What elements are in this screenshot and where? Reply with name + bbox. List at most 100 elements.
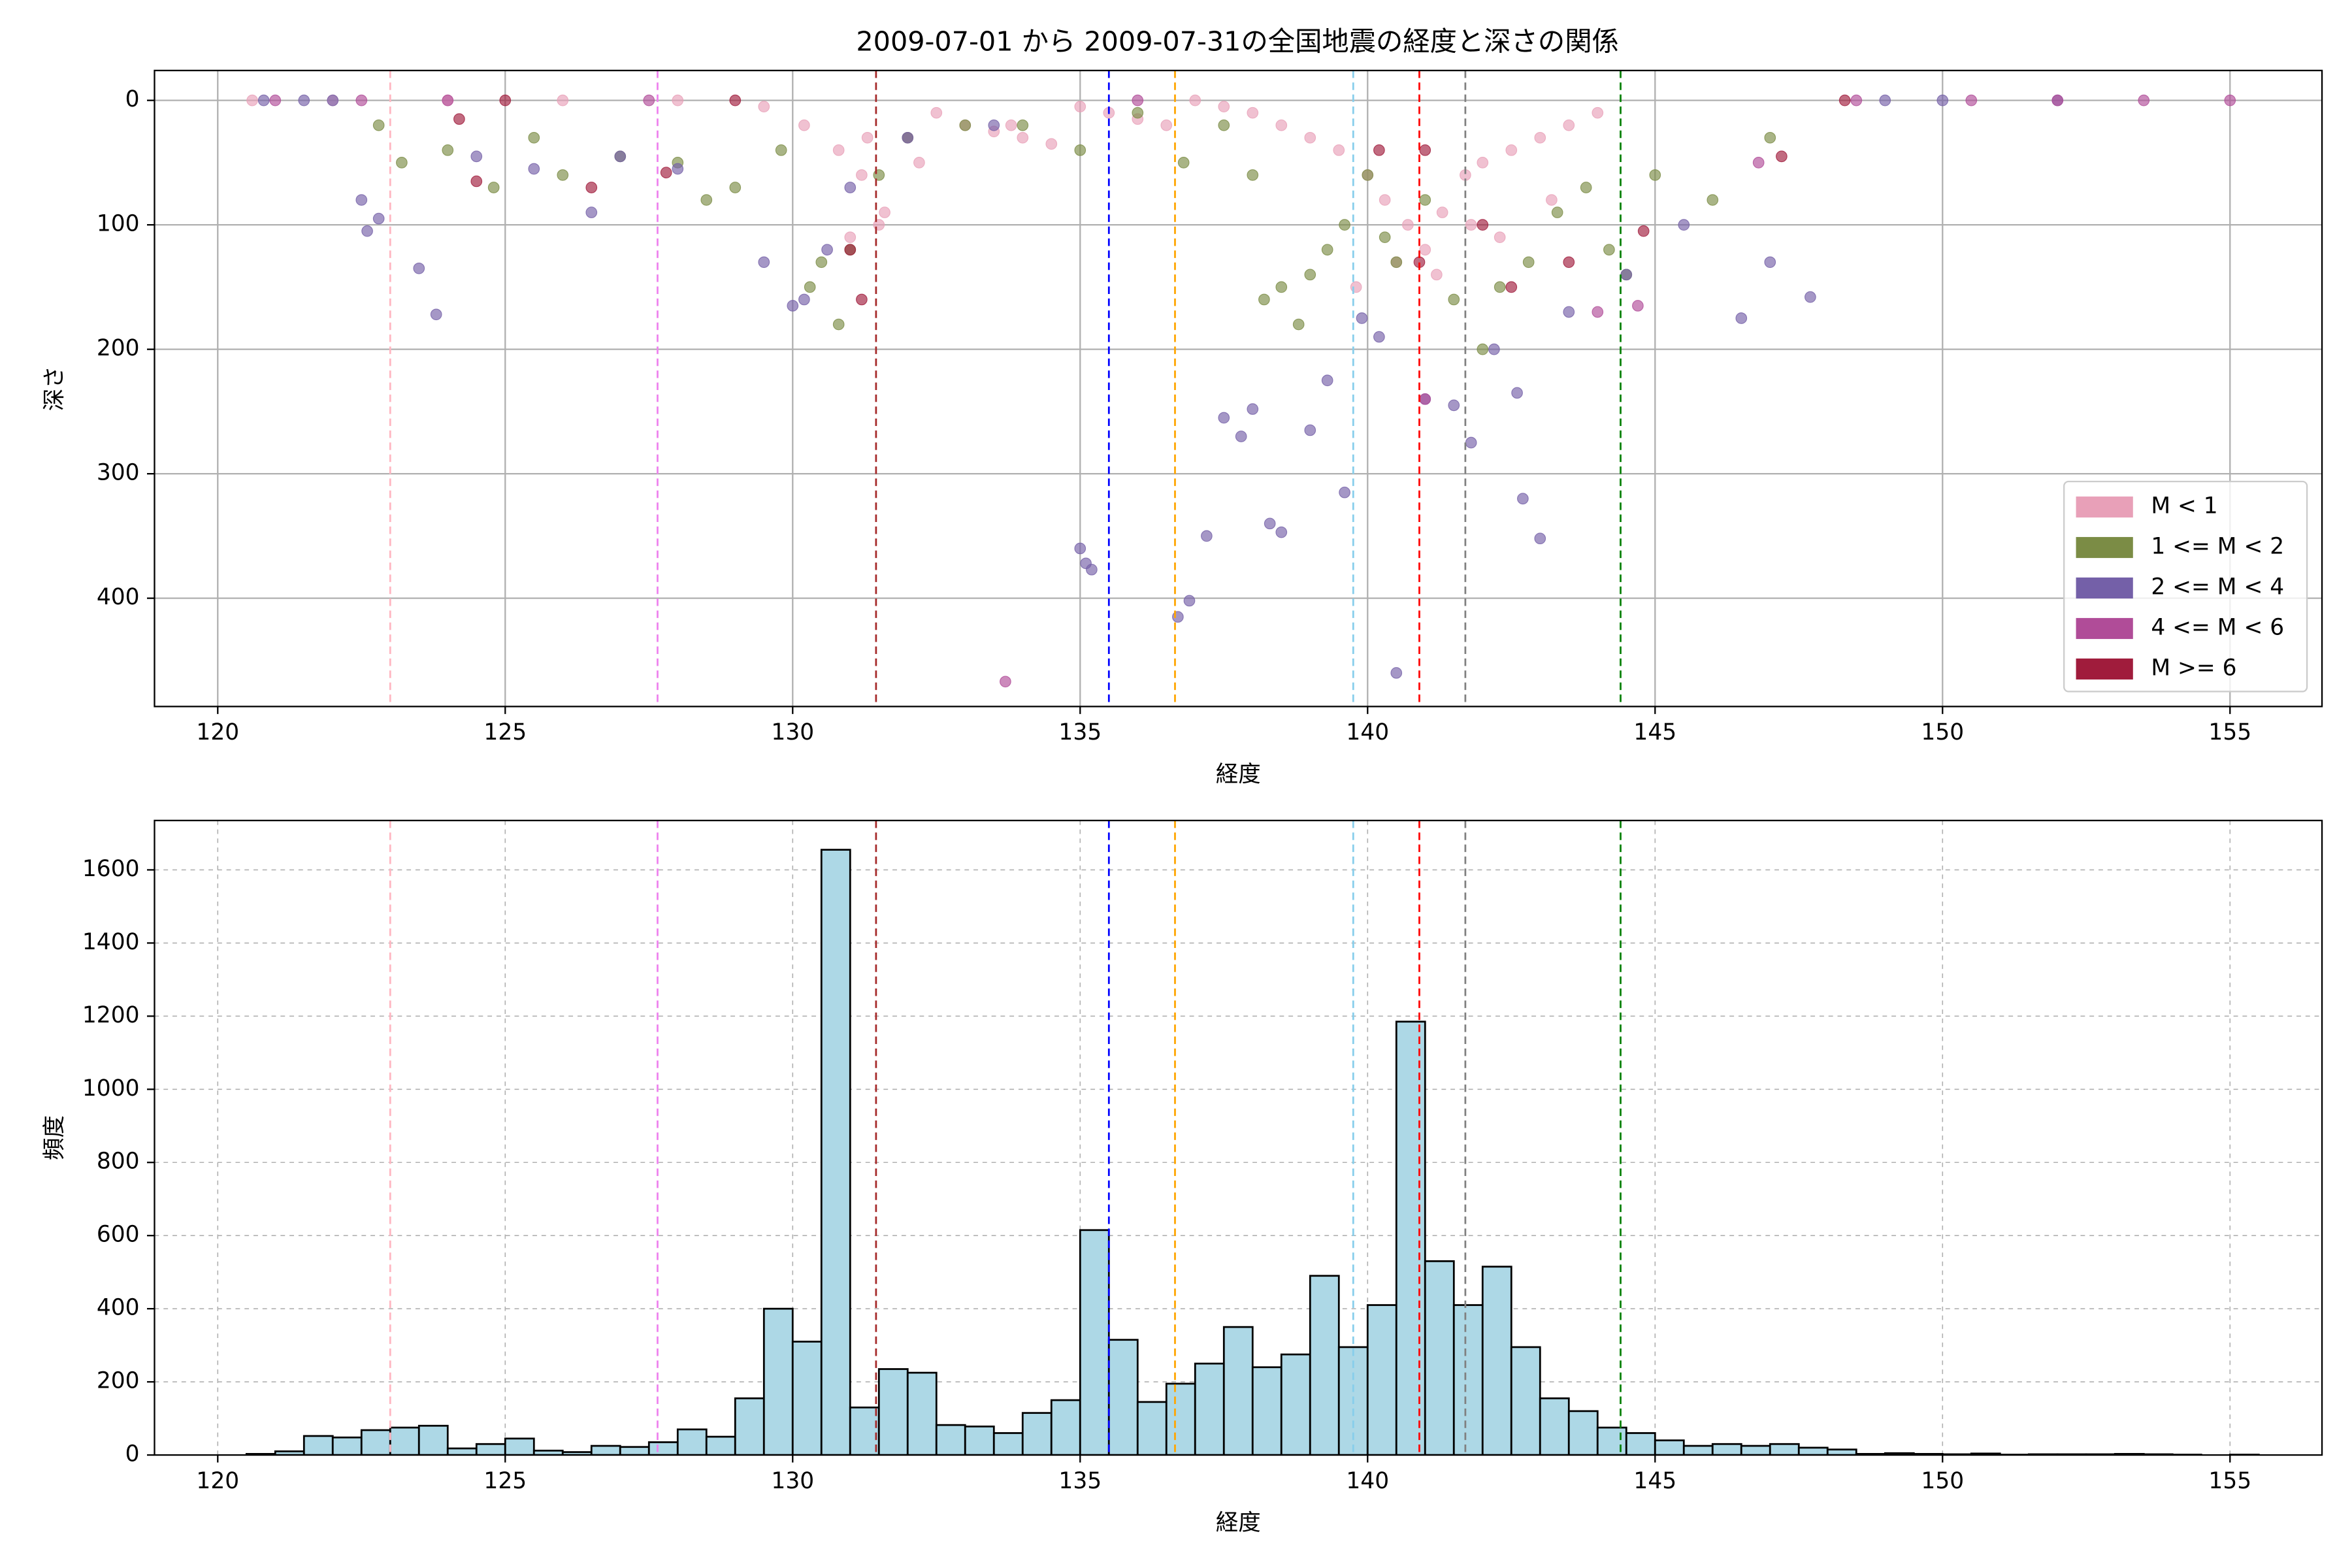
point <box>372 119 385 131</box>
point <box>1247 169 1259 181</box>
point <box>1390 256 1403 269</box>
point <box>355 94 368 106</box>
point <box>361 225 373 237</box>
point <box>700 194 713 206</box>
point <box>1465 436 1477 449</box>
point <box>1764 256 1776 269</box>
x-tick-label: 155 <box>2208 719 2251 745</box>
y-tick-label: 400 <box>97 1295 140 1321</box>
point <box>557 169 569 181</box>
bar <box>1280 1353 1311 1456</box>
point <box>1005 119 1017 131</box>
point <box>660 167 672 178</box>
point <box>1258 293 1270 306</box>
point <box>1477 157 1489 169</box>
point <box>585 206 598 218</box>
point <box>1218 101 1230 112</box>
plot-area <box>246 70 2236 707</box>
point <box>1045 138 1058 150</box>
point <box>1436 206 1448 218</box>
x-tick-label: 145 <box>1633 719 1676 745</box>
point <box>758 101 770 112</box>
bar <box>590 1445 621 1456</box>
bar <box>1740 1445 1771 1456</box>
y-tick-label: 200 <box>97 1368 140 1394</box>
point <box>672 163 684 175</box>
point <box>470 175 483 188</box>
point <box>787 300 799 312</box>
point <box>1522 256 1535 269</box>
point <box>1431 269 1443 281</box>
point <box>298 94 310 106</box>
point <box>614 150 627 163</box>
point <box>804 281 816 293</box>
legend-label: 4 <= M < 6 <box>2151 614 2284 640</box>
point <box>1505 281 1518 293</box>
legend-swatch <box>2076 577 2133 599</box>
point <box>844 231 857 244</box>
point <box>1592 306 1604 318</box>
bar <box>389 1426 420 1456</box>
point <box>585 182 598 193</box>
point <box>1339 486 1350 498</box>
point <box>856 293 868 306</box>
bar <box>1107 1339 1139 1456</box>
bar <box>935 1424 966 1456</box>
point <box>246 94 258 106</box>
point <box>499 94 512 106</box>
point <box>1017 119 1029 131</box>
point <box>1379 231 1391 244</box>
point <box>1838 94 1851 106</box>
legend-label: 1 <= M < 2 <box>2151 534 2284 560</box>
point <box>729 182 742 193</box>
bar <box>1194 1362 1225 1456</box>
point <box>528 163 540 175</box>
bar <box>1366 1304 1397 1456</box>
point <box>959 119 972 131</box>
point <box>1494 281 1506 293</box>
point <box>856 169 868 181</box>
bar <box>1769 1443 1800 1456</box>
y-tick-label: 600 <box>97 1222 140 1248</box>
bar <box>1021 1412 1053 1456</box>
point <box>453 113 465 125</box>
point <box>1189 94 1201 106</box>
point <box>1551 206 1563 218</box>
bar <box>1596 1426 1627 1456</box>
point <box>1304 269 1316 281</box>
point <box>775 144 787 156</box>
point <box>1247 106 1259 119</box>
point <box>1632 300 1644 312</box>
point <box>821 244 833 256</box>
point <box>1321 374 1333 387</box>
axes-frame <box>154 819 2323 1456</box>
point <box>257 94 270 106</box>
point <box>1879 94 1891 106</box>
point <box>879 206 890 218</box>
point <box>729 94 742 106</box>
point <box>1074 101 1086 112</box>
bar <box>906 1371 938 1456</box>
point <box>902 131 914 144</box>
point <box>1292 318 1305 331</box>
bar <box>1251 1366 1282 1456</box>
point <box>1390 667 1403 679</box>
bar <box>1136 1401 1168 1456</box>
point <box>672 94 684 106</box>
point <box>1419 393 1431 405</box>
point <box>1465 219 1477 231</box>
point <box>528 131 540 144</box>
x-tick-label: 155 <box>2208 1468 2251 1494</box>
point <box>758 256 770 269</box>
x-tick-label: 120 <box>196 1468 239 1494</box>
bar <box>619 1446 650 1456</box>
legend-swatch <box>2076 536 2133 559</box>
point <box>873 219 885 231</box>
bar <box>1395 1021 1426 1456</box>
point <box>1132 94 1144 106</box>
point <box>1086 563 1098 576</box>
point <box>1678 219 1690 231</box>
point <box>1356 312 1368 324</box>
bar <box>1222 1326 1254 1456</box>
y-tick-label: 800 <box>97 1149 140 1175</box>
